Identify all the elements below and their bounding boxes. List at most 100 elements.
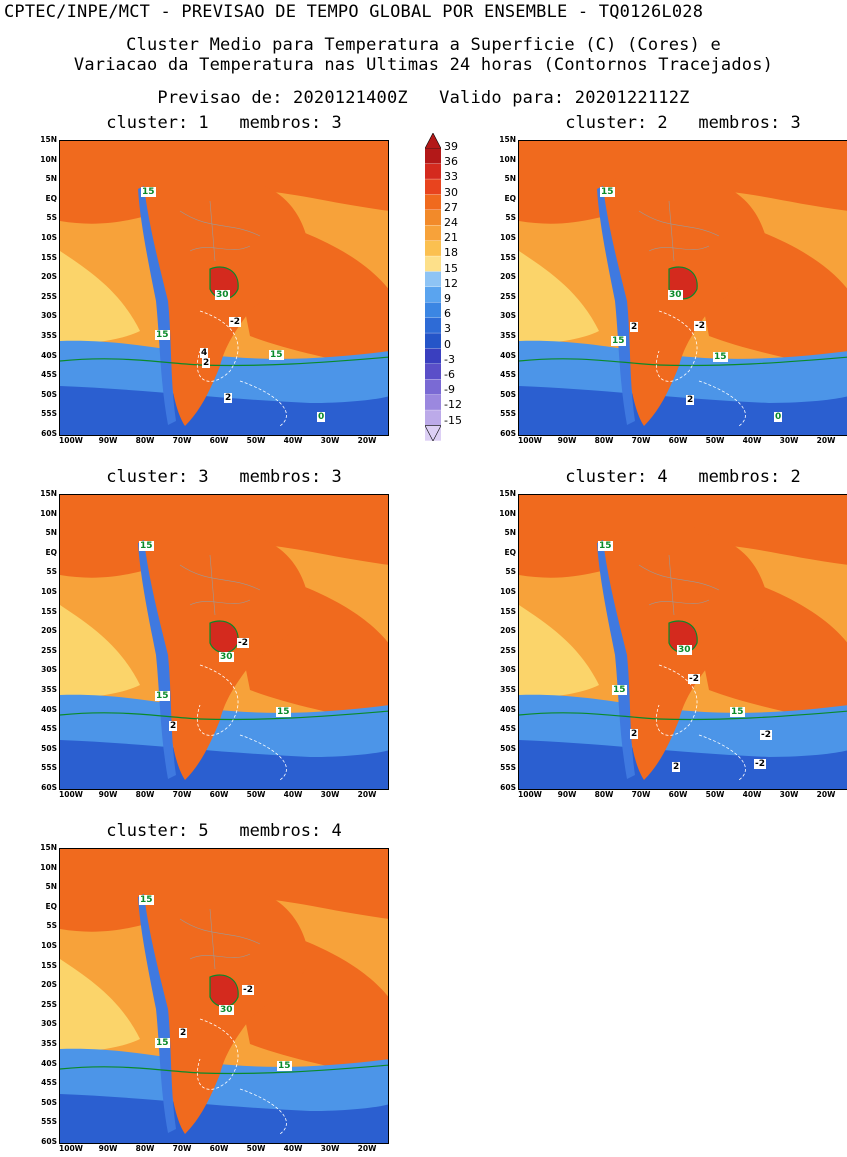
contour-label: 15 [277,1061,292,1071]
pale-band-west [60,605,140,697]
pale-band-west [519,251,599,343]
latitude-label: 5S [46,921,57,931]
andes-cold-strip [597,540,635,779]
colorbar-label: 39 [444,140,458,153]
latitude-label: 35S [41,331,57,340]
contour-label: 4 [200,348,209,358]
latitude-label: 55S [41,1117,57,1127]
latitude-label: 50S [41,1097,57,1107]
contour-15 [60,1064,388,1075]
colorbar-label: -6 [444,368,455,381]
longitude-label: 100W [59,436,83,445]
latitude-label: 45S [500,724,516,734]
longitude-label: 30W [320,436,340,445]
latitude-label: 20S [41,272,57,282]
latitude-label: 45S [41,1078,57,1088]
latitude-label: 15S [41,606,57,616]
andes-cold-strip [138,186,176,425]
colorbar-segment [425,379,441,395]
longitude-label: 50W [246,436,266,445]
latitude-label: 25S [500,645,516,655]
change-contour [239,1088,287,1135]
map-graphic [60,849,388,1143]
longitude-label: 50W [246,1144,266,1153]
latitude-label: 50S [41,389,57,399]
contour-label: 2 [630,322,639,332]
longitude-label: 100W [59,790,83,799]
contour-15 [60,356,388,367]
longitude-label: 100W [518,436,542,445]
latitude-label: 15N [40,843,57,852]
contour-label: 2 [224,393,233,403]
contour-label: -2 [242,985,254,995]
latitude-label: 15S [41,252,57,262]
latitude-label: 5S [505,213,516,223]
contour-label: 15 [600,187,615,197]
latitude-label: 40S [41,350,57,360]
latitude-label: 15N [40,135,57,144]
longitude-label: 80W [594,790,614,799]
andes-cold-strip [138,894,176,1133]
colorbar-segment [425,364,441,380]
latitude-label: 25S [500,291,516,301]
contour-label: -2 [760,730,772,740]
longitude-label: 100W [518,790,542,799]
contour-label: -2 [229,317,241,327]
contour-label: 15 [713,352,728,362]
hot-core [668,620,698,654]
panel-title: cluster: 4 membros: 2 [565,467,801,487]
colorbar-label: 27 [444,200,458,214]
temperature-map [59,848,389,1144]
latitude-label: 55S [500,763,516,773]
longitude-label: 20W [357,790,377,799]
contour-label: 2 [672,762,681,772]
latitude-label: 15S [500,252,516,262]
latitude-label: 5N [45,174,58,184]
colorbar-graphic [424,132,442,442]
longitude-label: 30W [779,436,799,445]
latitude-label: 60S [41,429,57,438]
header-line-1: CPTEC/INPE/MCT - PREVISAO DE TEMPO GLOBA… [4,2,704,22]
longitude-label: 60W [668,436,688,445]
country-borders [179,908,261,970]
deep-cold-band [519,386,847,435]
colorbar-label: 0 [444,337,451,351]
latitude-label: 35S [500,331,516,340]
latitude-label: 5S [505,567,516,577]
contour-label: 0 [774,412,783,422]
longitude-label: 20W [816,436,836,445]
latitude-label: 60S [500,783,516,792]
country-borders [638,200,720,262]
change-contour [698,734,746,781]
longitude-label: 90W [98,1144,118,1153]
panel-title: cluster: 3 membros: 3 [106,467,342,487]
andes-cold-strip [597,186,635,425]
contour-label: 2 [179,1028,188,1038]
longitude-label: 40W [283,436,303,445]
map-graphic [60,495,388,789]
colorbar-segment [425,225,441,241]
colorbar-segment [425,287,441,303]
colorbar-segment [425,194,441,210]
colorbar [424,132,442,442]
latitude-label: 40S [41,1058,57,1068]
longitude-label: 40W [283,1144,303,1153]
map-graphic [519,495,847,789]
colorbar-label: 6 [444,307,451,321]
hot-core [209,974,239,1008]
longitude-label: 80W [135,436,155,445]
contour-label: 30 [219,652,234,662]
temperature-map [518,494,847,790]
contour-label: 15 [155,1038,170,1048]
latitude-label: 5N [504,174,517,184]
change-contour [698,380,746,427]
latitude-label: 30S [41,311,57,321]
contour-15 [519,710,847,721]
panel-title: cluster: 1 membros: 3 [106,113,342,133]
colorbar-segment [425,333,441,349]
contour-label: 15 [155,330,170,340]
longitude-label: 60W [209,436,229,445]
contour-label: -2 [754,759,766,769]
temperature-map [518,140,847,436]
colorbar-label: -15 [444,413,462,427]
